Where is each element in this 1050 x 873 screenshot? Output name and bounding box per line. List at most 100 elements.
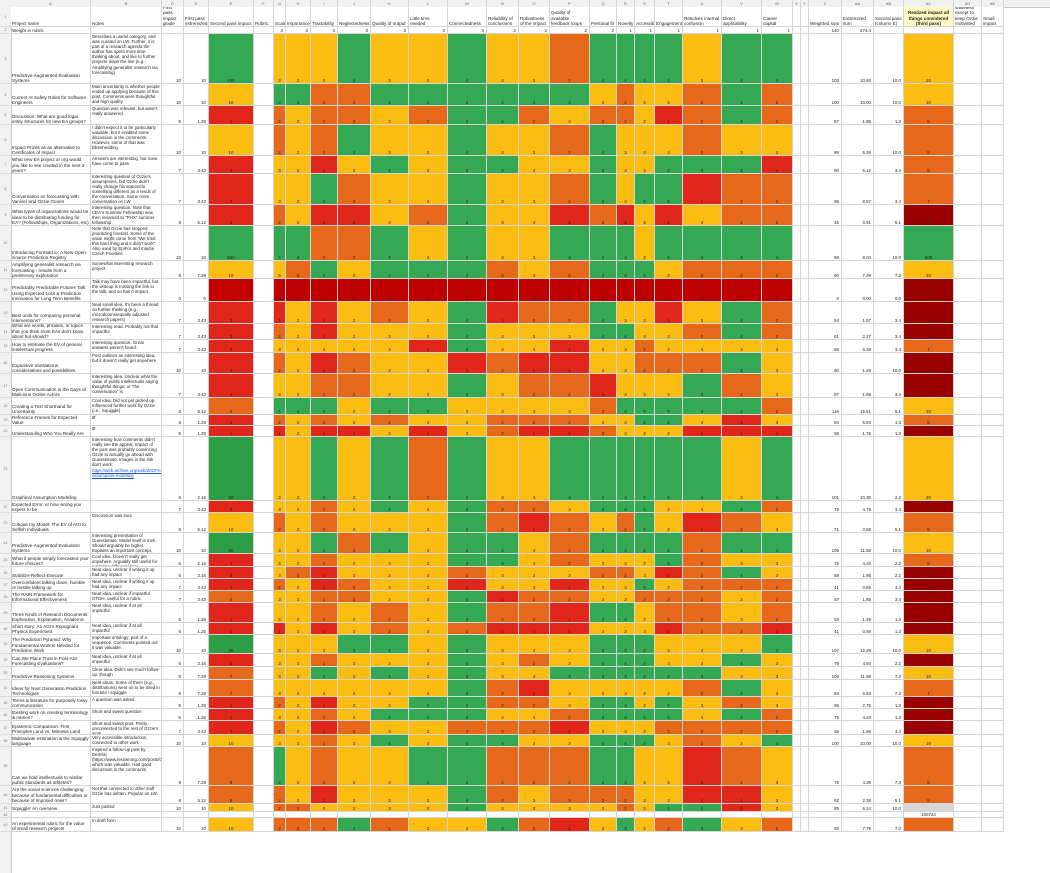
rubric-score[interactable]: 3 [550, 680, 590, 697]
rubric-score[interactable]: 4 [338, 125, 371, 156]
rubric-score[interactable]: 3 [286, 437, 311, 501]
row-number[interactable]: 16 [0, 353, 11, 374]
second-pass-column-e[interactable]: 3.4 [874, 340, 904, 353]
rubric-score[interactable]: 2 [311, 84, 338, 106]
small-impact-flag[interactable] [982, 340, 1004, 353]
rubric-spacer[interactable] [254, 374, 274, 398]
project-name[interactable]: Creating a Text Shorthand for Uncertaint… [11, 398, 91, 415]
mostly-valueless-flag[interactable] [954, 415, 982, 426]
rubric-score[interactable]: 2 [683, 324, 722, 340]
realized-impact[interactable]: 10 [904, 261, 954, 279]
rubric-score[interactable]: 1 [311, 697, 338, 709]
rubric-score[interactable]: 3 [409, 579, 448, 591]
rubric-score[interactable]: 2 [487, 721, 519, 735]
spacer[interactable] [793, 635, 801, 654]
second-pass-column-e[interactable]: 3.4 [874, 374, 904, 398]
rubric-score[interactable]: 3 [655, 324, 683, 340]
rubric-score[interactable]: 3 [409, 353, 448, 374]
second-pass-column-e[interactable]: 1.3 [874, 709, 904, 721]
rubric-score[interactable]: 3 [635, 623, 655, 635]
rubric-score[interactable]: 4 [635, 654, 655, 667]
rubric-score[interactable]: 1 [519, 513, 550, 533]
extremized-sum[interactable]: 7.29 [842, 261, 874, 279]
rubric-score[interactable]: 2 [274, 697, 286, 709]
rubric-score[interactable]: 3 [519, 579, 550, 591]
project-name[interactable]: Existing work on creating terminology & … [11, 709, 91, 721]
realized-impact[interactable]: 7 [904, 340, 954, 353]
rubric-score[interactable] [338, 812, 371, 818]
first-pass-extremized[interactable]: 1.25 [184, 623, 209, 635]
rubric-score[interactable]: 1 [274, 302, 286, 324]
rubric-score[interactable]: 2 [590, 106, 617, 125]
weighted-sum[interactable]: 79 [809, 654, 842, 667]
column-letter-6[interactable]: G [274, 0, 286, 7]
rubric-score[interactable] [617, 812, 635, 818]
rubric-score[interactable]: 3 [371, 721, 409, 735]
second-pass-column-e[interactable]: 10.0 [874, 635, 904, 654]
rubric-score[interactable]: 0 [338, 279, 371, 302]
small-impact-flag[interactable] [982, 261, 1004, 279]
small-impact-flag[interactable] [982, 34, 1004, 84]
rubric-score[interactable]: 4 [722, 567, 762, 579]
rubric-score[interactable]: 3 [655, 84, 683, 106]
rubric-score[interactable]: 3 [762, 697, 793, 709]
column-letter-24[interactable]: Y [801, 0, 809, 7]
rubric-score[interactable]: 2 [487, 603, 519, 623]
weighted-sum[interactable]: 54 [809, 302, 842, 324]
rubric-score[interactable]: 4 [371, 667, 409, 680]
small-impact-flag[interactable] [982, 415, 1004, 426]
mostly-valueless-flag[interactable] [954, 567, 982, 579]
rubric-score[interactable]: 3 [487, 709, 519, 721]
rubric-score[interactable] [286, 812, 311, 818]
rubric-score[interactable]: 4 [635, 579, 655, 591]
weighted-sum[interactable]: 107 [809, 635, 842, 654]
rubric-score[interactable]: 4 [371, 156, 409, 174]
rubric-score[interactable]: 4 [448, 735, 487, 747]
weight-cell[interactable]: 1 [655, 27, 683, 34]
rubric-score[interactable]: 3 [371, 205, 409, 226]
rubric-score[interactable]: 4 [617, 324, 635, 340]
rubric-score[interactable]: 2 [311, 106, 338, 125]
row-number[interactable]: 13 [0, 302, 11, 324]
rubric-score[interactable]: 4 [590, 174, 617, 205]
rubric-score[interactable]: 3 [487, 205, 519, 226]
rubric-score[interactable]: 3 [286, 603, 311, 623]
first-pass-grade[interactable]: 5 [162, 697, 184, 709]
second-pass-column-e[interactable]: 2.2 [874, 654, 904, 667]
rubric-score[interactable]: 3 [550, 567, 590, 579]
row-number[interactable]: 38 [0, 735, 11, 747]
rubric-score[interactable]: 1 [274, 623, 286, 635]
rubric-score[interactable]: 3 [311, 34, 338, 84]
rubric-score[interactable]: 3 [590, 721, 617, 735]
extremized-sum[interactable]: 5.12 [842, 156, 874, 174]
realized-impact[interactable]: 5 [904, 156, 954, 174]
rubric-score[interactable]: 3 [683, 34, 722, 84]
first-pass-grade[interactable]: 7 [162, 374, 184, 398]
project-notes[interactable]: Neat idea, unclear if impactful. OTOH, u… [91, 591, 162, 603]
project-notes[interactable]: Interesting how comments didn't really s… [91, 437, 162, 501]
first-pass-extremized[interactable]: 3.43 [184, 324, 209, 340]
rubric-score[interactable]: 4 [655, 437, 683, 501]
second-pass-impact[interactable]: 0 [209, 279, 254, 302]
rubric-score[interactable]: 1 [617, 205, 635, 226]
project-name[interactable]: Current AI Safety Roles for Software Eng… [11, 84, 91, 106]
extremized-sum[interactable]: 4.39 [842, 747, 874, 786]
rubric-spacer[interactable] [254, 721, 274, 735]
spacer[interactable] [801, 34, 809, 84]
rubric-score[interactable]: 3 [338, 735, 371, 747]
rubric-spacer[interactable] [254, 812, 274, 818]
project-name[interactable]: Reference Frames for Expected Value [11, 415, 91, 426]
rubric-score[interactable]: 3 [274, 374, 286, 398]
first-pass-grade[interactable]: 5 [162, 426, 184, 437]
row-number[interactable]: 28 [0, 591, 11, 603]
row-number[interactable]: 35 [0, 697, 11, 709]
rubric-score[interactable]: 2 [762, 106, 793, 125]
rubric-score[interactable]: 3 [311, 804, 338, 812]
mostly-valueless-flag[interactable] [954, 804, 982, 812]
first-pass-extremized[interactable]: 10 [184, 226, 209, 261]
rubric-score[interactable]: 3 [635, 567, 655, 579]
rubric-score[interactable]: 4 [448, 340, 487, 353]
rubric-score[interactable]: 3 [635, 818, 655, 832]
rubric-score[interactable]: 2 [655, 721, 683, 735]
rubric-spacer[interactable] [254, 398, 274, 415]
